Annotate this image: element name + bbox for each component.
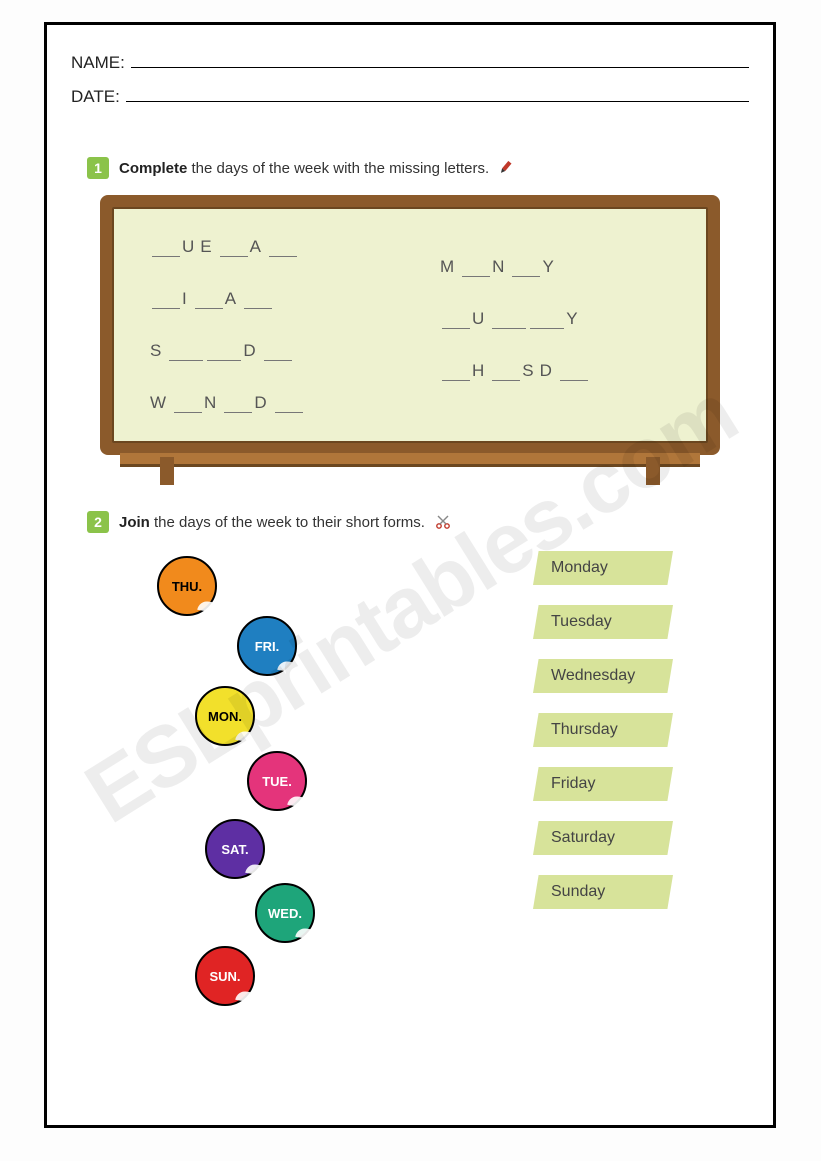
board-gap[interactable] — [152, 243, 180, 257]
date-label: DATE: — [71, 87, 120, 107]
header-fields: NAME: DATE: — [47, 25, 773, 131]
board-gap[interactable] — [220, 243, 248, 257]
board-gap[interactable] — [492, 367, 520, 381]
board-letter: S — [522, 361, 539, 380]
name-row: NAME: — [71, 53, 749, 73]
board-letter: W — [150, 393, 172, 412]
board-tray — [120, 453, 700, 467]
board-word: MNY — [440, 257, 670, 277]
board-word: H SD — [440, 361, 670, 381]
board-letter: N — [492, 257, 510, 276]
board-letter: D — [540, 361, 558, 380]
day-label-friday[interactable]: Friday — [533, 767, 673, 801]
date-row: DATE: — [71, 87, 749, 107]
day-labels-column: Monday Tuesday Wednesday Thursday Friday Satu… — [533, 551, 673, 909]
sticker-fri[interactable]: FRI. — [237, 616, 297, 676]
board-gap[interactable] — [152, 295, 180, 309]
board-col-left: UEAIASDWND — [150, 237, 380, 413]
sticker-tue[interactable]: TUE. — [247, 751, 307, 811]
board-word: IA — [150, 289, 380, 309]
board-gap[interactable] — [169, 347, 203, 361]
chalkboard: UEAIASDWND MNYUYHSD — [100, 195, 720, 485]
day-label-sunday[interactable]: Sunday — [533, 875, 673, 909]
ex2-head: 2 Join the days of the week to their sho… — [87, 511, 733, 533]
day-label-thursday[interactable]: Thursday — [533, 713, 673, 747]
board-word: UE A — [150, 237, 380, 257]
day-label-tuesday[interactable]: Tuesday — [533, 605, 673, 639]
board-col-right: MNYUYHSD — [440, 237, 670, 413]
ex2-body: THU. FRI. MON.TUE. SAT.WED.SUN. Monday Tuesd… — [87, 551, 733, 1011]
board-gap[interactable] — [530, 315, 564, 329]
name-label: NAME: — [71, 53, 125, 73]
board-word: WND — [150, 393, 380, 413]
day-label-saturday[interactable]: Saturday — [533, 821, 673, 855]
name-line[interactable] — [131, 54, 749, 68]
board-leg-right — [646, 457, 660, 485]
board-letter: U — [182, 237, 200, 256]
board-gap[interactable] — [560, 367, 588, 381]
board-letter: I — [182, 289, 193, 308]
board-gap[interactable] — [269, 243, 297, 257]
board-gap[interactable] — [224, 399, 252, 413]
sticker-thu[interactable]: THU. — [157, 556, 217, 616]
date-line[interactable] — [126, 88, 749, 102]
board-gap[interactable] — [492, 315, 526, 329]
board-letter: E — [200, 237, 217, 256]
ex1-head: 1 Complete the days of the week with the… — [87, 157, 733, 179]
ex2-number-badge: 2 — [87, 511, 109, 533]
board-gap[interactable] — [244, 295, 272, 309]
sticker-sun[interactable]: SUN. — [195, 946, 255, 1006]
board-letter: Y — [542, 257, 559, 276]
ex1-bold: Complete — [119, 160, 187, 177]
exercise-2: 2 Join the days of the week to their sho… — [47, 485, 773, 1011]
board-gap[interactable] — [462, 263, 490, 277]
board-letter: D — [243, 341, 261, 360]
board-letter: H — [472, 361, 490, 380]
board-gap[interactable] — [275, 399, 303, 413]
board-gap[interactable] — [195, 295, 223, 309]
sticker-mon[interactable]: MON. — [195, 686, 255, 746]
board-gap[interactable] — [512, 263, 540, 277]
ex1-number-badge: 1 — [87, 157, 109, 179]
board-word: SD — [150, 341, 380, 361]
board-letter: A — [225, 289, 242, 308]
sticker-sat[interactable]: SAT. — [205, 819, 265, 879]
board-gap[interactable] — [207, 347, 241, 361]
board-letter: S — [150, 341, 167, 360]
board-gap[interactable] — [442, 367, 470, 381]
board-letter: D — [254, 393, 272, 412]
board-letter: Y — [566, 309, 583, 328]
ex2-bold: Join — [119, 514, 150, 531]
board-gap[interactable] — [174, 399, 202, 413]
ex2-rest: the days of the week to their short form… — [150, 514, 425, 531]
board-gap[interactable] — [442, 315, 470, 329]
ex2-instruction: Join the days of the week to their short… — [119, 514, 425, 531]
scissor-icon — [435, 514, 451, 530]
board-leg-left — [160, 457, 174, 485]
pencil-icon — [496, 158, 516, 178]
sticker-wed[interactable]: WED. — [255, 883, 315, 943]
ex1-instruction: Complete the days of the week with the m… — [119, 160, 489, 177]
board-letter: U — [472, 309, 490, 328]
ex1-rest: the days of the week with the missing le… — [187, 160, 489, 177]
day-label-monday[interactable]: Monday — [533, 551, 673, 585]
board-letter: M — [440, 257, 460, 276]
board-frame: UEAIASDWND MNYUYHSD — [100, 195, 720, 455]
board-letter: A — [250, 237, 267, 256]
day-label-wednesday[interactable]: Wednesday — [533, 659, 673, 693]
page-frame: NAME: DATE: 1 Complete the days of the w… — [44, 22, 776, 1128]
board-gap[interactable] — [264, 347, 292, 361]
board-word: UY — [440, 309, 670, 329]
board-letter: N — [204, 393, 222, 412]
exercise-1: 1 Complete the days of the week with the… — [47, 131, 773, 485]
board-surface: UEAIASDWND MNYUYHSD — [112, 207, 708, 443]
